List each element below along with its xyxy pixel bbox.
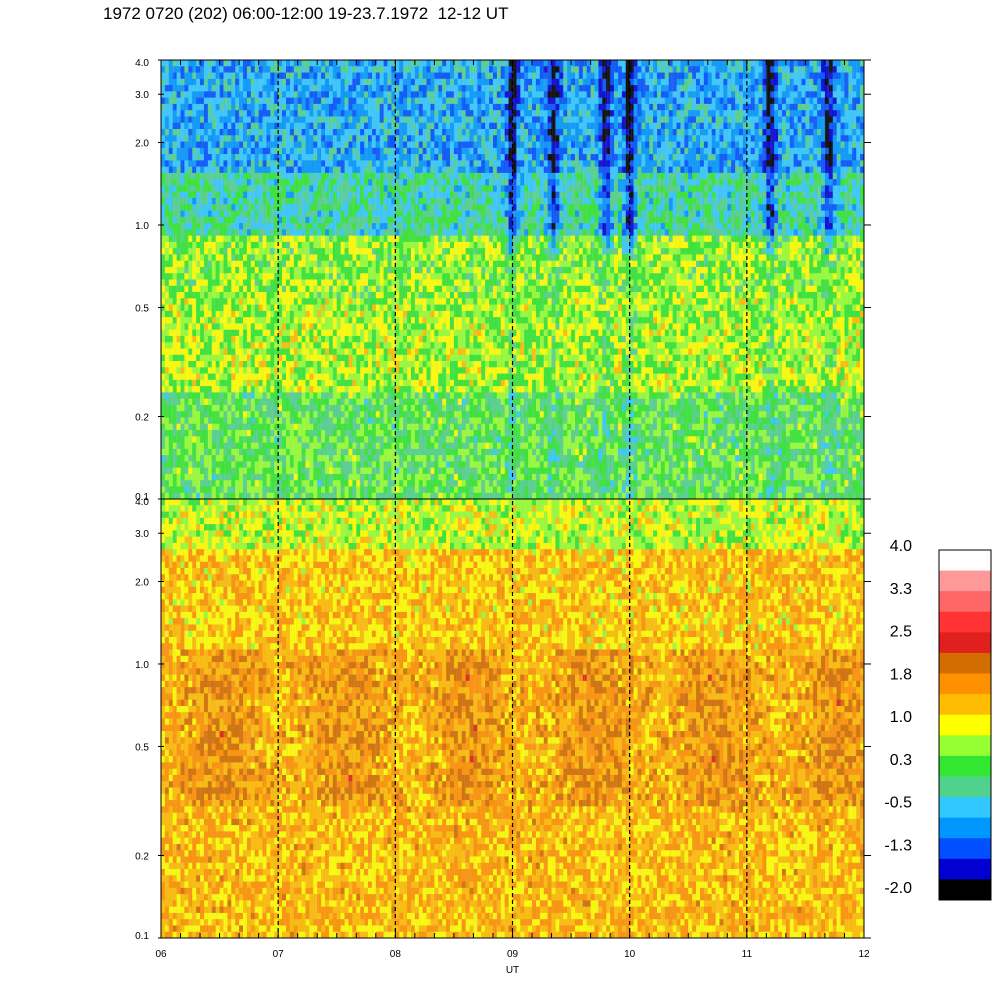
colorbar-swatch [939, 652, 991, 675]
y-tick-label: 0.5 [135, 303, 149, 314]
y-tick-label: 0.2 [135, 852, 149, 863]
colorbar-swatch [939, 591, 991, 613]
y-tick-label: 0.5 [135, 742, 149, 753]
colorbar-swatch [939, 858, 991, 880]
y-tick-label: 3.0 [135, 90, 149, 101]
colorbar-swatch [939, 673, 991, 695]
y-tick-label: 0.1 [135, 931, 149, 942]
y-tick-label: 2.0 [135, 577, 149, 588]
colorbar-swatch [939, 879, 991, 901]
colorbar-label: 0.3 [890, 752, 912, 769]
x-tick-label: 09 [507, 949, 519, 960]
colorbar-label: -1.3 [884, 837, 912, 854]
colorbar-swatch [939, 714, 991, 736]
hour-dashed-lines [277, 60, 748, 938]
colorbar-label: 1.0 [890, 709, 912, 726]
colorbar-label: -2.0 [884, 880, 912, 897]
y-tick-label: 2.0 [135, 138, 149, 149]
colorbar-swatch [939, 838, 991, 860]
x-tick-label: 12 [858, 949, 870, 960]
colorbar-swatch [939, 632, 991, 654]
x-tick-label: 10 [624, 949, 636, 960]
colorbar-swatch [939, 611, 991, 633]
y-tick-label: 0.1 [135, 492, 149, 503]
axes: 0.10.20.51.02.03.04.00.10.20.51.02.03.04… [135, 58, 871, 976]
colorbar-swatch [939, 570, 991, 592]
x-tick-label: 07 [273, 949, 285, 960]
colorbar-swatch [939, 755, 991, 777]
x-tick-label: 08 [390, 949, 402, 960]
y-tick-label: 0.2 [135, 413, 149, 424]
y-tick-label: 3.0 [135, 529, 149, 540]
x-tick-label: 06 [155, 949, 167, 960]
colorbar-swatch [939, 735, 991, 757]
colorbar-label: -0.5 [884, 795, 912, 812]
colorbar-swatch [939, 550, 991, 572]
y-tick-label: 4.0 [135, 58, 149, 69]
colorbar-label: 1.8 [890, 666, 912, 683]
colorbar-label: 2.5 [890, 624, 912, 641]
colorbar-swatch [939, 817, 991, 839]
chart-title: 1972 0720 (202) 06:00-12:00 19-23.7.1972… [103, 4, 508, 24]
y-tick-label: 4.0 [135, 497, 149, 508]
colorbar-label: 4.0 [890, 538, 912, 555]
colorbar: 4.0 3.3 2.5 1.8 1.0 0.3 -0.5 -1.3 -2.0 [884, 538, 992, 901]
colorbar-swatch [939, 776, 991, 798]
y-tick-label: 1.0 [135, 660, 149, 671]
x-tick-label: 11 [742, 949, 753, 960]
colorbar-label: 3.3 [890, 581, 912, 598]
colorbar-swatch [939, 797, 991, 819]
colorbar-swatch [939, 694, 991, 716]
y-tick-label: 1.0 [135, 221, 149, 232]
x-axis-label: UT [506, 965, 519, 976]
